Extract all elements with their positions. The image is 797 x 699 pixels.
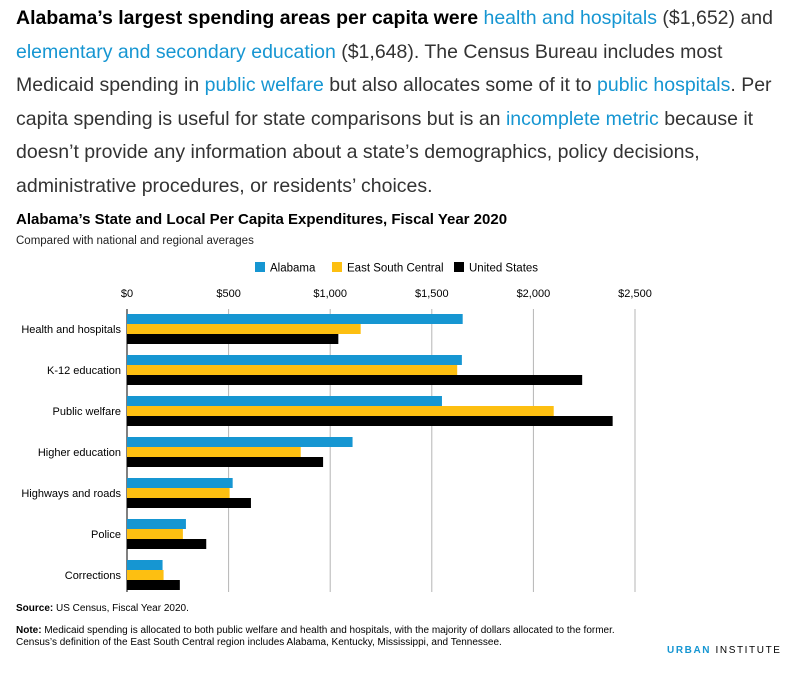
chart-subtitle: Compared with national and regional aver…: [16, 235, 254, 247]
x-tick-label: $2,500: [618, 288, 652, 300]
bar-highways-and-roads-east-south-central: [127, 488, 230, 498]
chart-bars: [127, 314, 613, 590]
x-tick-label: $2,000: [517, 288, 551, 300]
legend-label-east-south-central: East South Central: [347, 263, 444, 275]
intro-and: and: [740, 7, 773, 29]
legend-swatch-east-south-central: [332, 262, 342, 272]
intro-lead: Alabama’s largest spending areas per cap…: [16, 7, 479, 29]
bar-health-and-hospitals-alabama: [127, 314, 463, 324]
bar-higher-education-united-states: [127, 457, 324, 467]
bar-police-united-states: [127, 539, 207, 549]
category-label-k-12-education: K-12 education: [47, 365, 121, 377]
bar-corrections-united-states: [127, 580, 180, 590]
bar-highways-and-roads-alabama: [127, 478, 233, 488]
note-label: Note:: [16, 625, 42, 636]
bar-health-and-hospitals-united-states: [127, 334, 339, 344]
chart-title: Alabama’s State and Local Per Capita Exp…: [16, 211, 508, 228]
note-text: Medicaid spending is allocated to both p…: [16, 625, 615, 648]
x-axis-ticks: $0 $500 $1,000 $1,500 $2,000 $2,500: [121, 288, 652, 300]
link-elementary-secondary-education[interactable]: elementary and secondary education: [16, 40, 336, 63]
bar-higher-education-alabama: [127, 437, 353, 447]
link-health-and-hospitals[interactable]: health and hospitals: [483, 7, 657, 29]
category-label-higher-education: Higher education: [38, 447, 121, 459]
bar-police-alabama: [127, 519, 186, 529]
bar-health-and-hospitals-east-south-central: [127, 324, 361, 334]
legend-label-united-states: United States: [469, 263, 538, 275]
x-tick-label: $500: [216, 288, 240, 300]
bar-corrections-east-south-central: [127, 570, 164, 580]
x-tick-label: $1,000: [313, 288, 347, 300]
intro-value-health: ($1,652): [662, 7, 736, 29]
bar-public-welfare-east-south-central: [127, 406, 554, 416]
intro-but-also: but also allocates some of it to: [329, 74, 592, 96]
intro-value-education: ($1,648). The Census Bureau includes mos…: [16, 40, 723, 97]
source-label: Source:: [16, 603, 54, 614]
bar-public-welfare-united-states: [127, 416, 613, 426]
bar-k-12-education-united-states: [127, 375, 583, 385]
legend-swatch-united-states: [454, 262, 464, 272]
urban-institute-logo: URBAN INSTITUTE: [667, 645, 782, 656]
intro-per-capita: . Per capita spending is useful for stat…: [16, 74, 772, 130]
bar-chart: Alabama East South Central United States $…: [21, 262, 652, 592]
link-public-hospitals[interactable]: public hospitals: [597, 74, 731, 96]
legend-label-alabama: Alabama: [270, 263, 316, 275]
source-text: US Census, Fiscal Year 2020.: [56, 603, 189, 614]
y-axis-labels: Health and hospitals K-12 education Public…: [21, 324, 121, 582]
note-line: Note: Medicaid spending is allocated to …: [16, 625, 616, 649]
source-line: Source: US Census, Fiscal Year 2020.: [16, 603, 189, 614]
bar-higher-education-east-south-central: [127, 447, 301, 457]
bar-k-12-education-alabama: [127, 355, 462, 365]
category-label-corrections: Corrections: [65, 570, 122, 582]
x-tick-label: $0: [121, 288, 133, 300]
bar-highways-and-roads-united-states: [127, 498, 251, 508]
intro-rest: because it doesn’t provide any informati…: [16, 107, 754, 197]
bar-k-12-education-east-south-central: [127, 365, 458, 375]
link-public-welfare[interactable]: public welfare: [204, 74, 324, 96]
x-tick-label: $1,500: [415, 288, 449, 300]
category-label-highways-and-roads: Highways and roads: [21, 488, 121, 500]
category-label-health-and-hospitals: Health and hospitals: [21, 324, 121, 336]
category-label-public-welfare: Public welfare: [53, 406, 121, 418]
bar-public-welfare-alabama: [127, 396, 442, 406]
chart-legend: Alabama East South Central United States: [255, 262, 538, 275]
bar-corrections-alabama: [127, 560, 163, 570]
intro-paragraph: Alabama’s largest spending areas per cap…: [16, 2, 786, 203]
bar-police-east-south-central: [127, 529, 183, 539]
brand-accent: URBAN: [667, 645, 712, 656]
legend-swatch-alabama: [255, 262, 265, 272]
brand-rest: INSTITUTE: [715, 645, 782, 656]
link-incomplete-metric[interactable]: incomplete metric: [505, 107, 659, 130]
category-label-police: Police: [91, 529, 121, 541]
